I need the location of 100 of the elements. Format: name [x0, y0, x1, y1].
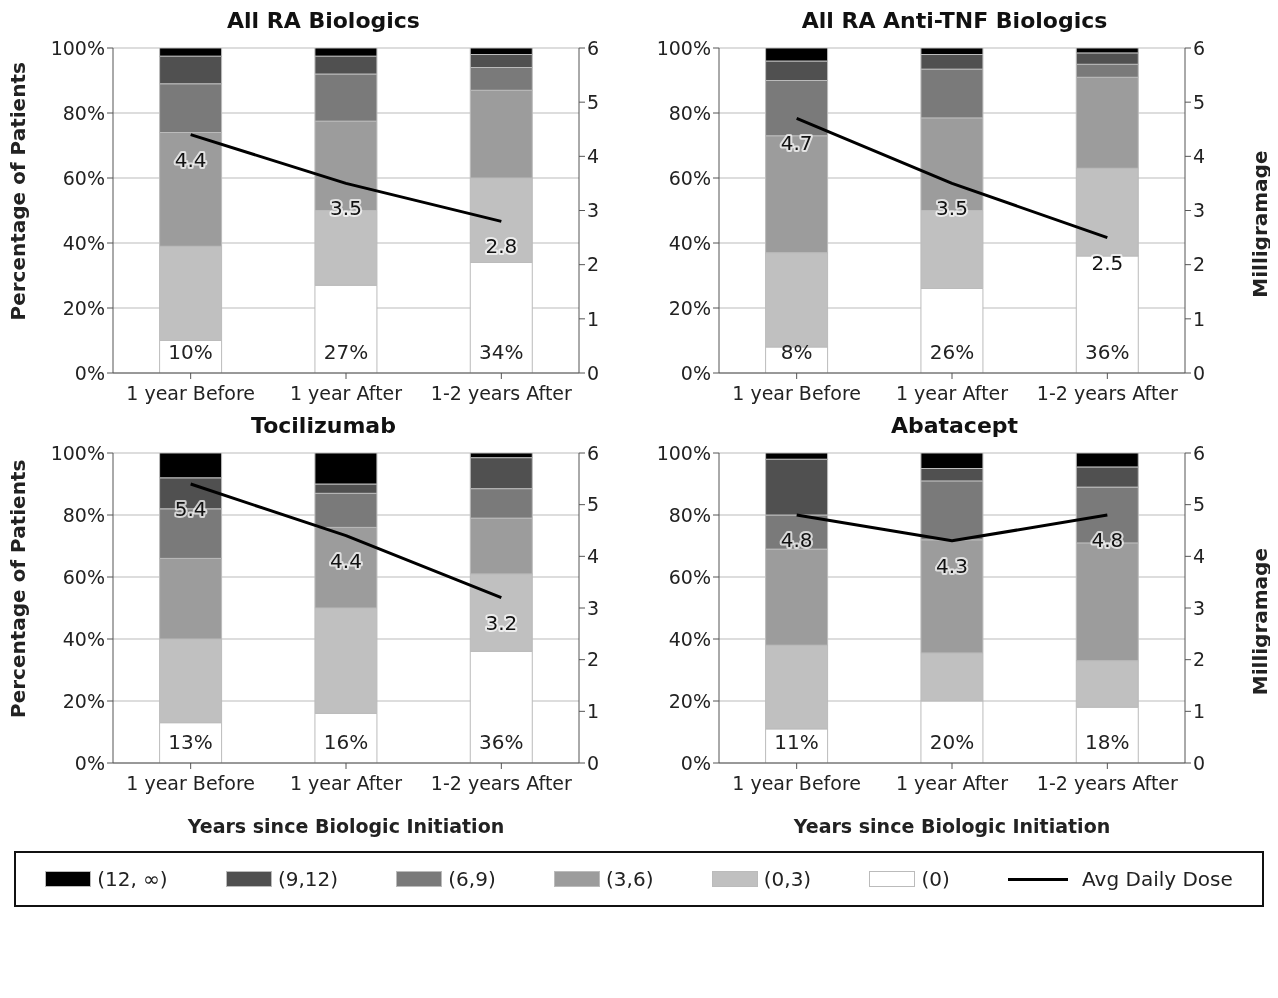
- x-tick-label: 1 year After: [289, 772, 403, 795]
- y2-tick-label: 1: [587, 307, 600, 330]
- y2-tick-label: 3: [587, 596, 600, 619]
- y-tick-label: 100%: [50, 441, 105, 464]
- data-label: 2.5: [1091, 250, 1124, 275]
- data-label: 4.3: [936, 553, 968, 578]
- data-label: 11%: [774, 730, 819, 754]
- x-tick-label: 1 year Before: [732, 382, 862, 405]
- y-tick-label: 80%: [62, 101, 105, 124]
- data-label: 3.5: [936, 196, 968, 221]
- y2-tick-label: 5: [1193, 90, 1206, 113]
- y-tick-label: 40%: [62, 627, 105, 650]
- y2-tick-label: 3: [1193, 596, 1206, 619]
- y-tick-label: 0%: [680, 751, 711, 774]
- y-tick-label: 60%: [668, 565, 711, 588]
- y2-tick-label: 0: [587, 361, 600, 384]
- data-label: 27%: [323, 340, 369, 364]
- y-tick-label: 20%: [668, 689, 711, 712]
- legend-label: Avg Daily Dose: [1082, 867, 1233, 891]
- x-tick-label: 1 year After: [289, 382, 403, 405]
- x-tick-label: 1 year Before: [126, 772, 256, 795]
- y2-tick-label: 6: [1193, 36, 1206, 59]
- data-label: 8%: [780, 340, 813, 364]
- data-label: 5.4: [174, 497, 207, 521]
- x-tick-label: 1 year After: [895, 382, 1009, 405]
- chart-title: Tocilizumab: [250, 413, 397, 440]
- y-tick-label: 0%: [74, 751, 105, 774]
- y2-tick-label: 5: [587, 493, 600, 516]
- y-tick-label: 60%: [668, 166, 711, 189]
- y2-tick-label: 5: [1193, 493, 1206, 516]
- data-label: 2.8: [485, 234, 518, 259]
- data-label: 3.2: [485, 610, 518, 635]
- data-label: 4.8: [1091, 528, 1124, 552]
- y2-tick-label: 0: [1193, 361, 1206, 384]
- y-axis-title: Percentage of Patients: [6, 62, 31, 321]
- data-label: 3.5: [330, 196, 362, 221]
- data-label: 18%: [1085, 730, 1130, 754]
- y2-tick-label: 6: [1193, 441, 1206, 464]
- y-tick-label: 40%: [668, 231, 711, 254]
- y2-tick-label: 6: [587, 441, 600, 464]
- y-tick-label: 20%: [62, 296, 105, 319]
- y-tick-label: 40%: [62, 231, 105, 254]
- y2-tick-label: 5: [587, 90, 600, 113]
- y-tick-label: 80%: [668, 101, 711, 124]
- chart-title: All RA Biologics: [226, 8, 421, 35]
- y-tick-label: 100%: [656, 36, 711, 59]
- x-tick-label: 1-2 years After: [1036, 772, 1179, 795]
- y2-tick-label: 6: [587, 36, 600, 59]
- y2-tick-label: 4: [1193, 145, 1206, 168]
- x-tick-label: 1 year Before: [732, 772, 862, 795]
- y-tick-label: 80%: [668, 503, 711, 526]
- x-axis-title: Years since Biologic Initiation: [792, 815, 1111, 837]
- data-label: 13%: [168, 730, 213, 754]
- y2-tick-label: 3: [1193, 199, 1206, 222]
- legend-label: (0,3): [763, 867, 812, 891]
- y2-tick-label: 4: [1193, 545, 1206, 568]
- y-tick-label: 0%: [74, 361, 105, 384]
- y2-tick-label: 2: [587, 253, 600, 276]
- x-tick-label: 1 year Before: [126, 382, 256, 405]
- y-tick-label: 0%: [680, 361, 711, 384]
- data-label: 4.4: [330, 548, 362, 573]
- data-label: 10%: [168, 340, 213, 364]
- x-tick-label: 1-2 years After: [1036, 382, 1179, 405]
- data-label: 4.4: [174, 147, 207, 172]
- legend-label: (0): [921, 867, 950, 891]
- y2-tick-label: 2: [1193, 253, 1206, 276]
- y2-tick-label: 2: [1193, 648, 1206, 671]
- y2-tick-label: 4: [587, 545, 600, 568]
- legend-label: (12, ∞): [97, 867, 168, 891]
- y2-tick-label: 0: [587, 751, 600, 774]
- y2-tick-label: 3: [587, 199, 600, 222]
- legend-label: (3,6): [606, 867, 654, 891]
- data-label: 4.7: [780, 131, 813, 156]
- data-label: 26%: [929, 340, 975, 364]
- y-tick-label: 60%: [62, 166, 105, 189]
- y2-tick-label: 0: [1193, 751, 1206, 774]
- x-tick-label: 1 year After: [895, 772, 1009, 795]
- x-axis-title: Years since Biologic Initiation: [186, 815, 505, 837]
- y-tick-label: 100%: [50, 36, 105, 59]
- y-tick-label: 20%: [62, 689, 105, 712]
- legend-label: (9,12): [277, 867, 339, 891]
- data-label: 36%: [479, 730, 524, 754]
- y2-tick-label: 4: [587, 145, 600, 168]
- y2-tick-label: 1: [587, 700, 600, 723]
- data-label: 20%: [929, 730, 975, 754]
- y-axis-title: Percentage of Patients: [6, 459, 31, 718]
- y-tick-label: 20%: [668, 296, 711, 319]
- x-tick-label: 1-2 years After: [430, 772, 573, 795]
- chart-title: All RA Anti-TNF Biologics: [800, 8, 1109, 35]
- data-label: 34%: [479, 340, 524, 364]
- data-label: 16%: [323, 730, 369, 754]
- y2-tick-label: 1: [1193, 700, 1206, 723]
- y-tick-label: 60%: [62, 565, 105, 588]
- data-label: 36%: [1085, 340, 1130, 364]
- y2-tick-label: 2: [587, 648, 600, 671]
- x-tick-label: 1-2 years After: [430, 382, 573, 405]
- data-label: 4.8: [780, 528, 813, 552]
- y-tick-label: 40%: [668, 627, 711, 650]
- y2-tick-label: 1: [1193, 307, 1206, 330]
- chart-title: Abatacept: [889, 413, 1020, 440]
